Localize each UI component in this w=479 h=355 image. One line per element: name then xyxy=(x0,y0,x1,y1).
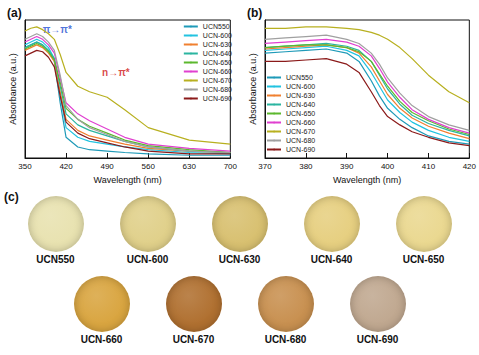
html-text:UCN-680: UCN-680 xyxy=(264,334,307,345)
svg-text:π→π*: π→π* xyxy=(42,24,72,36)
svg-text:UCN-690: UCN-690 xyxy=(203,95,232,102)
svg-text:420: 420 xyxy=(59,162,73,171)
svg-text:UCN-680: UCN-680 xyxy=(203,86,232,93)
svg-text:Wavelength (nm): Wavelength (nm) xyxy=(94,175,162,185)
svg-text:UCN-660: UCN-660 xyxy=(286,119,315,126)
svg-text:420: 420 xyxy=(463,162,477,171)
svg-text:390: 390 xyxy=(340,162,354,171)
svg-text:UCN550: UCN550 xyxy=(203,23,230,30)
svg-text:UCN-630: UCN-630 xyxy=(286,92,315,99)
svg-text:UCN-680: UCN-680 xyxy=(286,137,315,144)
svg-text:700: 700 xyxy=(224,162,238,171)
svg-text:Wavelength (nm): Wavelength (nm) xyxy=(333,175,401,185)
svg-text:UCN-630: UCN-630 xyxy=(203,41,232,48)
html-text:UCN-630: UCN-630 xyxy=(218,254,261,265)
svg-text:UCN-650: UCN-650 xyxy=(286,110,315,117)
svg-text:UCN-640: UCN-640 xyxy=(286,101,315,108)
html-text:UCN-650: UCN-650 xyxy=(402,254,445,265)
svg-text:630: 630 xyxy=(183,162,197,171)
html-text:UCN-600: UCN-600 xyxy=(126,254,169,265)
html-text:UCN-640: UCN-640 xyxy=(310,254,353,265)
svg-text:UCN-670: UCN-670 xyxy=(286,128,315,135)
svg-text:UCN-650: UCN-650 xyxy=(203,59,232,66)
svg-text:350: 350 xyxy=(18,162,32,171)
svg-text:400: 400 xyxy=(381,162,395,171)
svg-text:Absorbance (a.u.): Absorbance (a.u.) xyxy=(248,53,258,125)
svg-text:(b): (b) xyxy=(247,6,262,20)
svg-text:UCN-670: UCN-670 xyxy=(203,77,232,84)
html-text:UCN-660: UCN-660 xyxy=(80,334,123,345)
svg-text:UCN-600: UCN-600 xyxy=(203,32,232,39)
svg-text:Absorbance (a.u.): Absorbance (a.u.) xyxy=(8,53,18,125)
svg-text:560: 560 xyxy=(142,162,156,171)
svg-text:410: 410 xyxy=(422,162,436,171)
svg-text:380: 380 xyxy=(299,162,313,171)
svg-text:UCN-640: UCN-640 xyxy=(203,50,232,57)
html-text:(c): (c) xyxy=(4,190,19,204)
svg-text:UCN-600: UCN-600 xyxy=(286,83,315,90)
svg-text:UCN-660: UCN-660 xyxy=(203,68,232,75)
svg-text:UCN-690: UCN-690 xyxy=(286,146,315,153)
svg-text:(a): (a) xyxy=(7,6,22,20)
svg-text:490: 490 xyxy=(100,162,114,171)
svg-text:n→π*: n→π* xyxy=(102,67,130,78)
svg-text:UCN550: UCN550 xyxy=(286,74,313,81)
html-text:UCN550: UCN550 xyxy=(36,254,75,265)
svg-text:370: 370 xyxy=(258,162,272,171)
html-text:UCN-670: UCN-670 xyxy=(172,334,215,345)
html-text:UCN-690: UCN-690 xyxy=(356,334,399,345)
